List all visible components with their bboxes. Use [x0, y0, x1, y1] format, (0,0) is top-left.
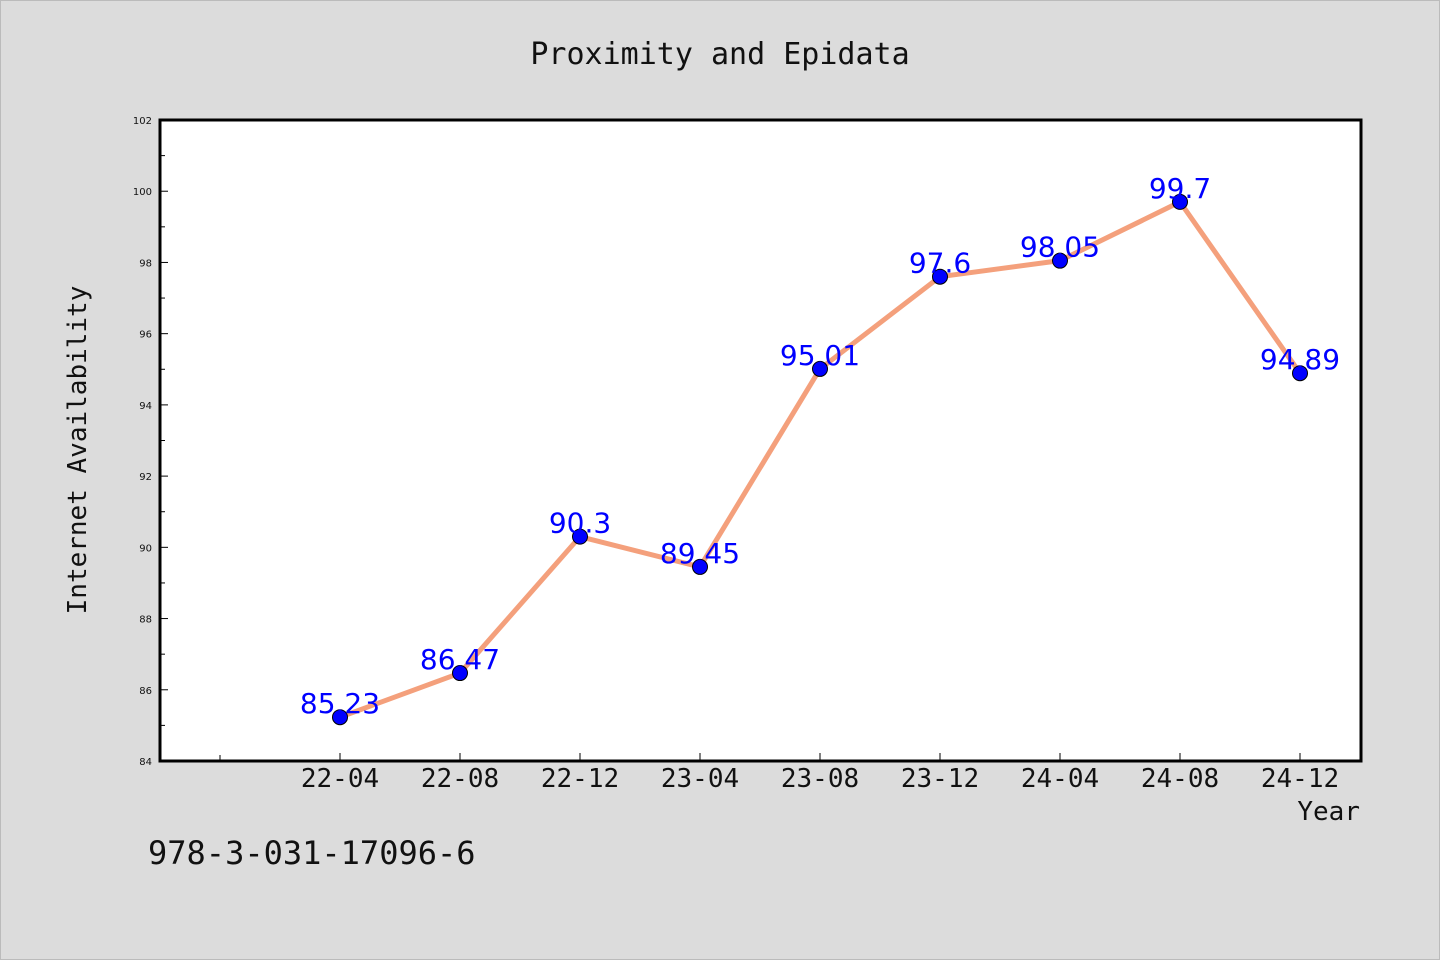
y-tick-label: 90: [139, 543, 152, 554]
x-tick-label: 23-12: [901, 764, 979, 794]
data-label: 95.01: [780, 339, 860, 372]
data-point: [1172, 193, 1188, 210]
data-point: [1292, 365, 1308, 382]
y-tick-label: 96: [139, 330, 152, 341]
chart-title: Proximity and Epidata: [530, 37, 909, 72]
data-point: [332, 709, 348, 726]
y-tick-label: 92: [139, 472, 152, 483]
x-tick-label: 23-08: [781, 764, 859, 794]
data-point: [452, 665, 468, 682]
data-label: 89.45: [660, 537, 740, 570]
data-label: 98.05: [1020, 231, 1100, 264]
y-tick-label: 98: [139, 258, 152, 269]
y-tick-label: 102: [133, 116, 152, 127]
plot-area: [158, 118, 1363, 763]
x-axis: 22-04 22-08 22-12 23-04 23-08 23-12 24-04 24-08…: [219, 753, 1339, 794]
data-label: 86.47: [420, 643, 500, 676]
y-tick-label: 94: [139, 401, 152, 412]
x-tick-label: 22-08: [421, 764, 499, 794]
data-label: 94.89: [1260, 343, 1340, 376]
data-point: [692, 558, 708, 575]
y-tick-label: 86: [139, 686, 152, 697]
x-tick-label: 24-12: [1261, 764, 1339, 794]
data-label: 99.7: [1149, 172, 1211, 205]
x-axis-label: Year: [1297, 797, 1360, 827]
data-label: 85.23: [300, 687, 380, 720]
x-tick-label: 22-04: [301, 764, 379, 794]
footer-isbn-text: 978-3-031-17096-6: [148, 834, 476, 872]
y-tick-label: 88: [139, 615, 152, 626]
data-point: [572, 528, 588, 545]
y-tick-label: 100: [133, 187, 152, 198]
x-tick-label: 24-08: [1141, 764, 1219, 794]
x-tick-label: 23-04: [661, 764, 739, 794]
data-label: 97.6: [909, 247, 971, 280]
data-label: 90.3: [549, 507, 611, 540]
x-tick-label: 22-12: [541, 764, 619, 794]
y-tick-label: 84: [139, 757, 152, 768]
y-axis: 84 86 88 90 92 94 96 98 100 102: [133, 116, 168, 768]
data-point: [812, 360, 828, 377]
y-axis-label: Internet Availability: [63, 286, 93, 615]
data-point: [932, 268, 948, 285]
x-tick-label: 24-04: [1021, 764, 1099, 794]
series-group: 85.23 86.47 90.3 89.45 95.01 97.6 98.05 99.7 94.…: [300, 172, 1340, 726]
data-point: [1052, 252, 1068, 269]
